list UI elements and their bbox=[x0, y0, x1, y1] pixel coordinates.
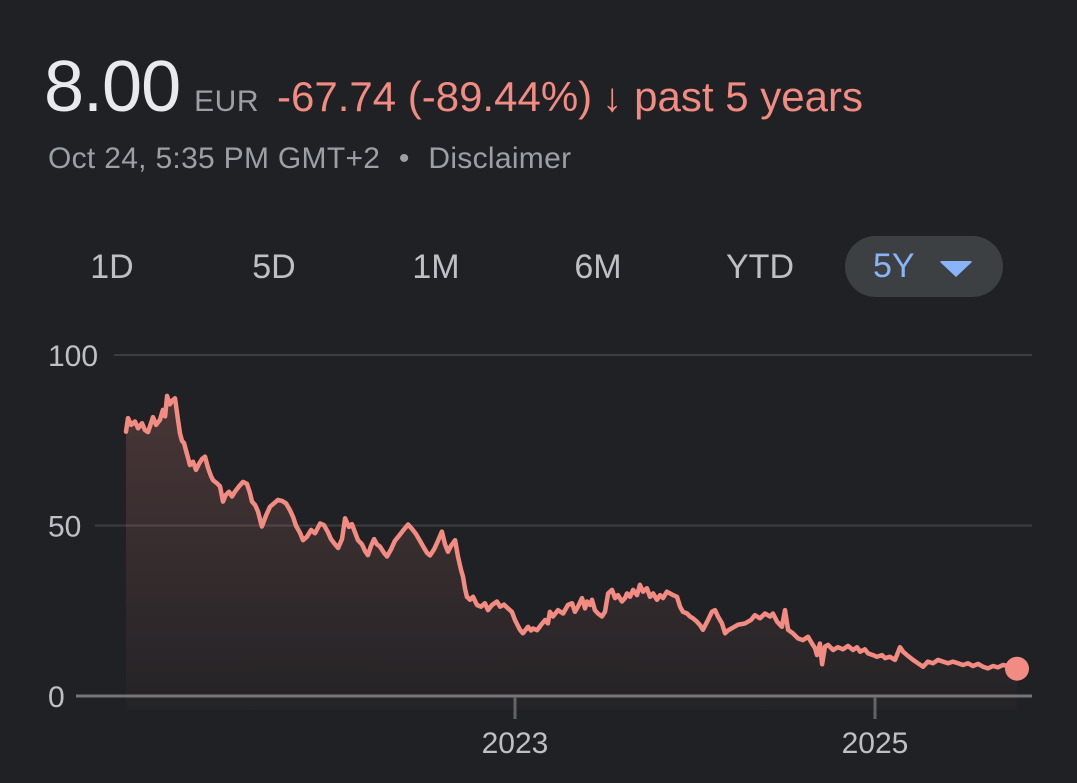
tab-5y-selected[interactable]: 5Y bbox=[845, 236, 1003, 297]
current-price: 8.00 bbox=[44, 47, 181, 127]
tab-5d[interactable]: 5D bbox=[252, 248, 296, 286]
current-price-dot bbox=[1005, 656, 1029, 681]
down-arrow-icon: ↓ bbox=[602, 76, 623, 120]
bullet-separator: • bbox=[398, 142, 410, 175]
y-axis-label: 0 bbox=[48, 681, 65, 714]
timestamp: Oct 24, 5:35 PM GMT+2 bbox=[48, 142, 381, 175]
y-axis-label: 50 bbox=[48, 511, 81, 544]
timestamp-row: Oct 24, 5:35 PM GMT+2 • Disclaimer bbox=[48, 141, 571, 177]
x-axis-label: 2023 bbox=[482, 727, 549, 760]
tab-1m[interactable]: 1M bbox=[412, 248, 460, 286]
tab-1d[interactable]: 1D bbox=[90, 248, 134, 286]
axis-labels: 0 50 100 2023 2025 bbox=[48, 340, 908, 760]
tab-ytd[interactable]: YTD bbox=[726, 248, 794, 286]
x-axis-label: 2025 bbox=[842, 727, 909, 760]
quote-header: 8.00 EUR -67.74 (-89.44%) ↓ past 5 years bbox=[44, 50, 1057, 124]
change-period: past 5 years bbox=[634, 73, 863, 120]
tab-6m[interactable]: 6M bbox=[574, 248, 622, 286]
disclaimer-link[interactable]: Disclaimer bbox=[428, 142, 572, 175]
price-change: -67.74 (-89.44%) bbox=[276, 73, 593, 120]
currency-label: EUR bbox=[194, 85, 259, 118]
y-axis-label: 100 bbox=[48, 340, 98, 373]
dropdown-caret-icon bbox=[939, 260, 973, 277]
selected-range-label: 5Y bbox=[873, 247, 915, 285]
area-fill bbox=[126, 395, 1017, 710]
price-line bbox=[123, 393, 1020, 671]
